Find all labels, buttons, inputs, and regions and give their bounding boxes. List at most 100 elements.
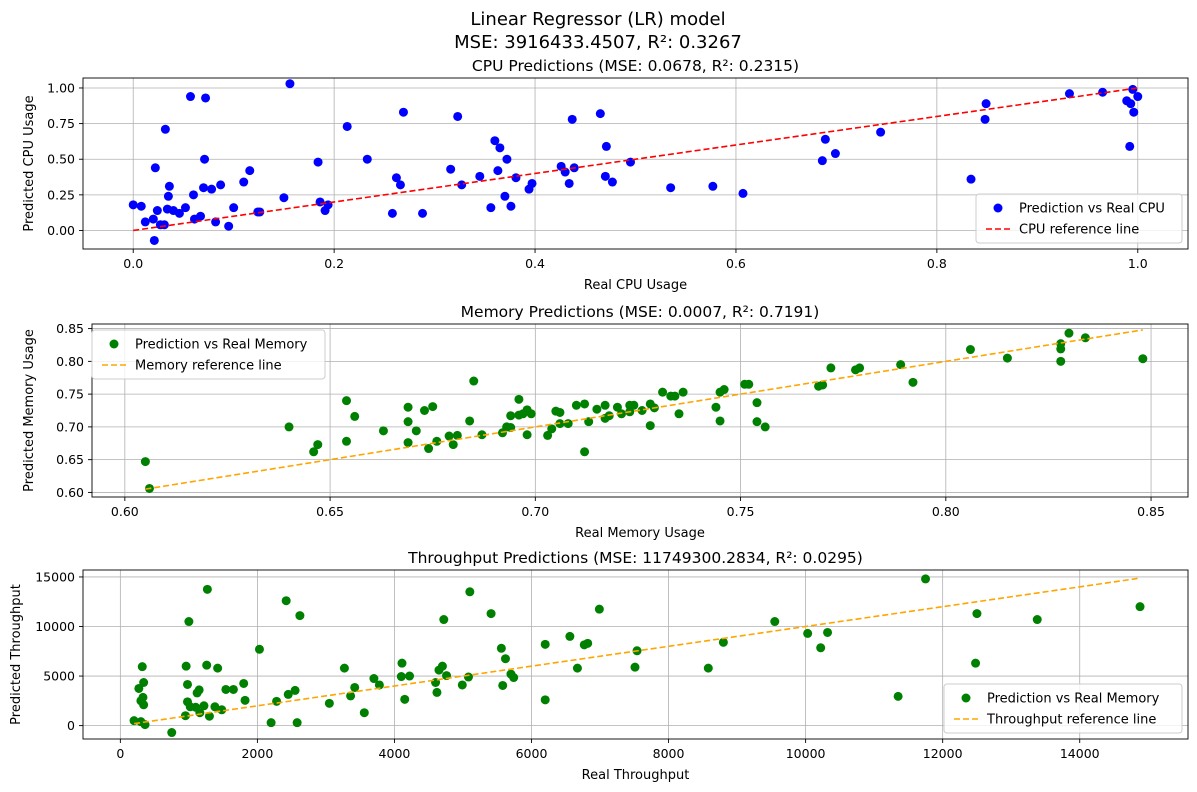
chart-title: Throughput Predictions (MSE: 11749300.28… [407, 549, 863, 567]
y-tick-label: 15000 [35, 569, 75, 584]
data-point [290, 685, 300, 695]
x-tick-label: 0.4 [525, 256, 545, 271]
data-point [477, 430, 487, 440]
legend-box [91, 329, 326, 380]
data-point [202, 584, 212, 594]
data-point [1125, 141, 1135, 151]
x-tick-label: 2000 [241, 746, 273, 761]
data-point [658, 387, 668, 397]
data-point [670, 391, 680, 401]
data-point [506, 201, 516, 211]
data-point [391, 173, 401, 183]
data-point [128, 200, 138, 210]
y-tick-label: 0.85 [56, 321, 84, 336]
reference-line [133, 577, 1141, 725]
data-point [224, 221, 234, 231]
data-point [359, 708, 369, 718]
data-point [486, 203, 496, 213]
figure-title-line1: Linear Regressor (LR) model [470, 9, 725, 30]
data-point [595, 109, 605, 119]
data-point [403, 417, 413, 427]
data-point [279, 193, 289, 203]
data-point [202, 660, 212, 670]
data-point [816, 643, 826, 653]
data-point [876, 127, 886, 137]
data-point [1056, 344, 1066, 354]
data-point [715, 416, 725, 426]
data-point [240, 695, 250, 705]
data-point [444, 431, 454, 441]
data-point [600, 400, 610, 410]
data-point [965, 345, 975, 355]
y-tick-label: 1.00 [47, 80, 75, 95]
y-tick-label: 0.50 [47, 152, 75, 167]
data-point [245, 166, 255, 176]
plot-frame [91, 323, 1189, 498]
data-point [400, 694, 410, 704]
data-point [465, 587, 475, 597]
x-tick-label: 0.75 [727, 504, 755, 519]
data-point [572, 663, 582, 673]
data-point [506, 411, 516, 421]
data-point [1133, 92, 1143, 102]
data-point [313, 157, 323, 167]
data-point [502, 154, 512, 164]
data-point [403, 402, 413, 412]
data-point [817, 156, 827, 166]
reference-line [145, 329, 1143, 490]
y-tick-label: 0.25 [47, 187, 75, 202]
data-point [1138, 354, 1148, 364]
data-point [228, 684, 238, 694]
data-point [527, 178, 537, 188]
data-point [563, 419, 573, 429]
data-point [708, 181, 718, 191]
data-point [465, 416, 475, 426]
data-point [211, 217, 221, 227]
data-point [199, 183, 209, 193]
data-point [160, 124, 170, 134]
data-point [592, 404, 602, 414]
data-point [309, 447, 319, 457]
data-point [374, 680, 384, 690]
data-point [189, 190, 198, 200]
data-point [855, 363, 865, 373]
data-point [411, 426, 421, 436]
data-point [1135, 602, 1145, 612]
data-point [174, 208, 184, 218]
data-point [818, 380, 828, 390]
data-point [486, 609, 496, 619]
data-point [500, 654, 510, 664]
data-point [185, 92, 195, 102]
data-point [137, 662, 147, 672]
data-point [543, 430, 553, 440]
data-point [446, 164, 456, 174]
data-point [637, 406, 647, 415]
data-point [403, 438, 413, 448]
data-point [526, 409, 536, 419]
x-tick-label: 12000 [923, 746, 963, 761]
data-point [522, 430, 532, 440]
data-point [760, 422, 770, 432]
data-point [324, 698, 334, 708]
y-axis-label: Predicted Throughput [9, 584, 24, 725]
data-point [678, 387, 688, 397]
legend-marker-swatch [109, 339, 119, 349]
data-point [140, 457, 150, 467]
data-point [738, 188, 748, 198]
legend: Prediction vs Real Memory Throughput refe… [943, 683, 1183, 734]
y-tick-label: 5000 [43, 669, 75, 684]
data-point [281, 596, 291, 606]
data-point [981, 99, 991, 109]
data-point [511, 173, 521, 183]
data-point [752, 417, 762, 427]
y-axis-label: Predicted CPU Usage [22, 95, 37, 231]
data-point [547, 424, 557, 434]
data-point [163, 191, 173, 201]
data-point [283, 689, 293, 699]
data-point [453, 111, 463, 121]
data-point [495, 143, 505, 153]
x-tick-label: 1.0 [1128, 256, 1148, 271]
data-point [285, 79, 295, 89]
data-point [396, 672, 406, 682]
data-point [424, 444, 434, 454]
